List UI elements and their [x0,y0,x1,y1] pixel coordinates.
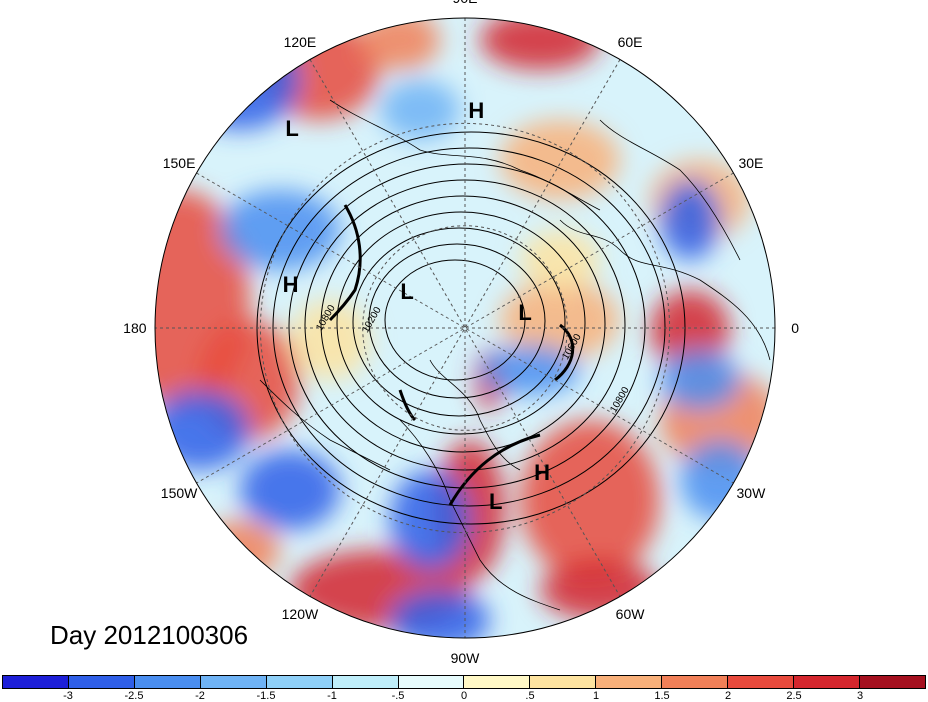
height-contour [336,211,586,435]
longitude-label: 180 [123,320,147,336]
coastline [259,379,391,471]
longitude-label: 120W [281,605,319,622]
height-contour [320,195,606,453]
map-border [154,17,776,639]
colorbar-tick-label: -1.5 [256,690,276,702]
jet-contour [448,433,541,506]
colorbar-tick-label: -1 [327,690,337,702]
colorbar-tick-label: 2.5 [786,690,802,702]
anomaly-patch [0,360,100,480]
colorbar-tick-label: -.5 [391,690,405,702]
longitude-label: 0 [791,320,800,336]
low-pressure-label: L [518,300,532,325]
longitude-label: 150W [160,485,198,502]
anomaly-patch [480,345,580,395]
longitude-label: 30E [738,154,764,171]
colorbar-cell [134,676,201,688]
height-contour [384,259,526,381]
low-pressure-label: L [400,278,414,304]
anomaly-patch [200,520,280,580]
jet-contour [398,389,417,422]
colorbar-tick-label: 3 [856,690,864,702]
latitude-circle [259,122,671,534]
longitude-label: 120E [283,34,317,51]
colorbar-tick-label: 1.5 [654,690,670,702]
anomaly-patch [220,190,340,270]
meridian-line [196,172,734,484]
anomaly-patch [155,390,250,470]
colorbar-cell [398,676,465,688]
anomaly-patch [650,290,730,370]
colorbar-cell [530,676,597,688]
colorbar-cell [728,676,795,688]
coastline [429,359,521,471]
colorbar-tick-label: -2 [195,690,205,702]
colorbar-cell [464,676,531,688]
longitude-label: 60W [615,605,645,622]
latitude-circle [362,225,568,431]
height-contour [288,163,646,489]
coastline [559,219,771,361]
colorbar-cell [68,676,135,688]
jet-contour [328,204,362,322]
anomaly-patch [660,350,740,410]
colorbar-tick-label: 1 [592,690,600,702]
anomaly-patch [680,440,760,520]
colorbar-cell [266,676,333,688]
low-pressure-label: L [488,489,503,514]
colorbar-cell [596,676,663,688]
colorbar-tick-label: -2.5 [124,690,144,702]
day-label: Day 2012100306 [50,620,249,650]
height-contour [352,227,566,417]
anomaly-patch [380,80,460,140]
longitude-label: 30W [736,485,766,502]
anomaly-patch [660,180,720,260]
graticule [155,18,775,638]
colorbar-cell [3,676,69,688]
colorbar-cell [200,676,267,688]
meridian-line [309,59,621,597]
anomaly-patch [520,230,600,290]
colorbar-tick-label: 2 [724,690,732,702]
high-pressure-label: H [468,98,485,124]
height-contour [368,243,546,399]
high-pressure-label: H [282,271,299,297]
anomaly-patch [390,590,490,638]
anomaly-patch [500,280,620,360]
anomaly-patch [240,450,340,530]
longitude-label: 150E [162,154,196,171]
meridian-line [196,172,734,484]
colorbar-cell [794,676,860,688]
colorbar-tick-label: .5 [525,690,535,702]
colorbar-cell [332,676,399,688]
longitude-label: 60E [617,34,643,51]
anomaly-patch [480,18,600,70]
anomaly-patch [360,18,440,70]
low-pressure-label: L [285,116,299,142]
height-contour [272,147,666,507]
longitude-label: 90E [453,0,478,6]
jet-contour [554,323,575,382]
colorbar [2,675,926,689]
meridian-line [309,59,621,597]
anomaly-patch [520,420,660,580]
colorbar-tick-label: 0 [460,690,468,702]
colorbar-tick-label: -3 [63,690,73,702]
high-pressure-label: H [534,460,551,486]
coastline [599,119,741,261]
longitude-label: 90W [450,650,480,667]
colorbar-cell [859,676,925,688]
colorbar-cell [662,676,729,688]
anomaly-field [0,18,775,638]
